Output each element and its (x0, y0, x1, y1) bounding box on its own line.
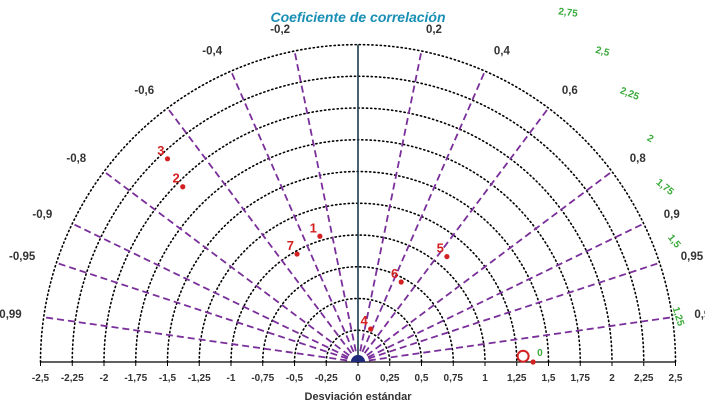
x-ticks: -2,5 -2,25 -2 -1,75 -1,5 -1,25 -1 -0,75 -0,5 -0,2… (32, 362, 683, 384)
data-point (180, 184, 186, 190)
data-point-label: 6 (391, 266, 398, 281)
correlation-tick-label: 0,6 (562, 85, 578, 97)
correlation-tick-label: 0,4 (494, 46, 511, 58)
rmsd-label: 2 (645, 133, 656, 146)
x-tick-label: -1,75 (124, 373, 147, 384)
x-tick-label: -2,25 (61, 373, 84, 384)
data-point (368, 326, 374, 332)
x-tick-label: 1,25 (507, 373, 527, 384)
x-tick-label: 0,5 (415, 373, 429, 384)
x-tick-label: -0,25 (315, 373, 338, 384)
x-tick-label: 2,25 (634, 373, 654, 384)
correlation-ray (71, 222, 359, 363)
correlation-tick-label: 0,2 (426, 24, 442, 36)
correlation-labels: -0,99 -0,95 -0,9 -0,8 -0,6 -0,4 -0,2 0,2 0,4 0,6 0… (0, 24, 705, 321)
x-tick-label: -1 (227, 373, 236, 384)
correlation-tick-label: 0,99 (694, 309, 705, 321)
correlation-tick-label: 0,8 (630, 153, 647, 165)
x-tick-label: 0 (355, 373, 361, 384)
data-point (398, 279, 404, 285)
rmsd-label: 1,25 (670, 306, 686, 328)
x-tick-label: -1,5 (159, 373, 177, 384)
x-tick-label: 1,5 (542, 373, 556, 384)
data-point-label: 1 (310, 220, 317, 235)
correlation-ray (56, 262, 359, 363)
data-point-label: 5 (437, 241, 444, 256)
correlation-tick-label: -0,2 (270, 24, 290, 36)
x-tick-label: 2 (609, 373, 615, 384)
correlation-tick-label: -0,4 (202, 46, 222, 58)
chart-title: Coeficiente de correlación (270, 9, 445, 25)
reference-point (516, 349, 530, 363)
data-point-label: 4 (360, 313, 368, 328)
correlation-ray (357, 262, 660, 363)
std-circle (293, 297, 423, 363)
x-axis-label: Desviación estándar (305, 391, 413, 403)
x-tick-label: 1 (482, 373, 488, 384)
x-tick-label: -2 (100, 373, 109, 384)
data-point (444, 253, 450, 260)
rmsd-label: 2,5 (594, 45, 611, 59)
rmsd-label: 1,75 (654, 177, 676, 198)
std-circle (39, 43, 677, 363)
correlation-ray (357, 170, 613, 363)
data-point-label: 2 (173, 171, 180, 186)
x-tick-label: -0,5 (286, 373, 304, 384)
rmsd-label: 2,25 (618, 85, 641, 103)
correlation-ray (43, 316, 359, 363)
data-point-label: 7 (287, 238, 294, 253)
correlation-tick-label: 0,95 (681, 251, 704, 263)
correlation-ray (357, 107, 550, 363)
x-tick-label: -1,25 (188, 373, 211, 384)
x-tick-label: 0,25 (380, 373, 400, 384)
x-tick-label: 1,75 (571, 373, 591, 384)
correlation-ray (166, 107, 359, 363)
correlation-tick-label: -0,8 (66, 153, 86, 165)
correlation-ray (293, 50, 359, 363)
correlation-ray (357, 222, 645, 363)
std-circle (230, 234, 486, 363)
correlation-ray (357, 70, 486, 363)
rmsd-label: 1,5 (665, 233, 683, 251)
x-tick-label: 2,5 (669, 373, 683, 384)
data-point-label: 3 (157, 143, 164, 158)
x-tick-label: 0,75 (444, 373, 464, 384)
data-point (317, 233, 323, 239)
reference-label: 0 (537, 348, 543, 359)
rmsd-label: 2,75 (558, 6, 579, 19)
correlation-tick-label: -0,9 (32, 209, 52, 221)
correlation-ray (357, 316, 673, 363)
reference-marker (530, 359, 536, 365)
x-tick-label: -2,5 (32, 373, 50, 384)
correlation-ray (357, 50, 423, 363)
correlation-ray (103, 170, 359, 363)
data-point (294, 251, 300, 257)
correlation-tick-label: 0,9 (664, 209, 680, 221)
correlation-tick-label: -0,99 (0, 309, 22, 321)
correlation-ray (230, 70, 359, 363)
correlation-tick-label: -0,95 (9, 251, 36, 263)
correlation-rays (43, 50, 673, 363)
x-tick-label: -0,75 (251, 373, 274, 384)
data-point (164, 156, 171, 162)
origin-marker (351, 355, 365, 362)
correlation-tick-label: -0,6 (134, 85, 154, 97)
